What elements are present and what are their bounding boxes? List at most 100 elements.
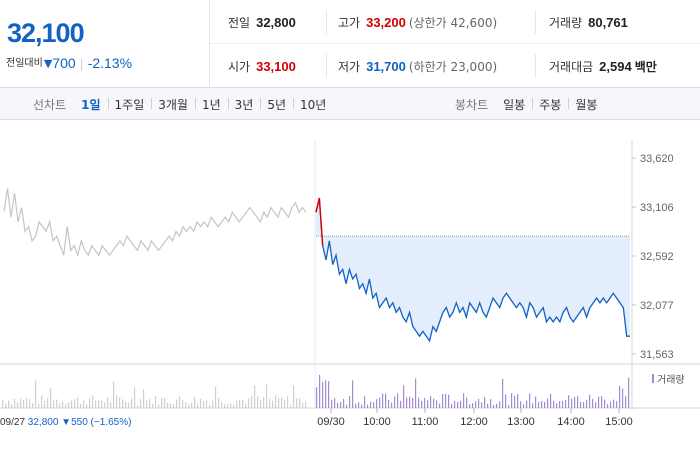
prev-volume-bar (221, 402, 223, 408)
quote-stats: 전일 32,800 고가 33,200 (상한가 42,600) 거래량 80,761 … (210, 0, 700, 88)
prev-volume-bar (86, 404, 88, 408)
down-arrow-icon: ▼ (43, 57, 53, 70)
volume-bar (352, 380, 354, 408)
volume-bar (583, 401, 585, 408)
prev-volume-bar (98, 400, 100, 408)
prev-volume-bar (149, 399, 151, 408)
y-tick-label: 33,620 (640, 153, 674, 165)
period-tab-0[interactable]: 1일 (81, 97, 101, 112)
prev-volume-bar (236, 400, 238, 408)
volume-bar (562, 401, 564, 408)
stat-value: 31,700 (366, 59, 406, 74)
volume-bar (376, 399, 378, 408)
prev-volume-bar (8, 400, 10, 408)
change-line: 전일대비▼700 | -2.13% (6, 54, 132, 72)
prev-volume-bar (71, 400, 73, 408)
y-tick-label: 32,592 (640, 251, 674, 263)
period-tab-1[interactable]: 1주일 (107, 96, 152, 113)
period-tab-3[interactable]: 1년 (194, 96, 228, 113)
volume-bar (604, 399, 606, 408)
volume-bar (355, 403, 357, 408)
stats-row-2: 시가 33,100 저가 31,700 (하한가 23,000) 거래대금 2,594 백… (210, 44, 700, 88)
volume-bar (517, 394, 519, 408)
prev-volume-bar (302, 402, 304, 408)
volume-bar (322, 381, 324, 408)
prev-volume-bar (50, 388, 52, 408)
volume-bar (622, 388, 624, 408)
prev-volume-bar (245, 403, 247, 408)
volume-bar (535, 396, 537, 408)
volume-bar (559, 401, 561, 408)
prev-volume-bar (80, 403, 82, 408)
volume-bar (442, 393, 444, 408)
volume-bar (565, 400, 567, 408)
prev-volume-bar (62, 401, 64, 408)
price-box: 32,100 전일대비▼700 | -2.13% (0, 0, 210, 88)
prev-volume-bar (212, 400, 214, 408)
prev-volume-bar (272, 400, 274, 408)
stat-value: 32,800 (256, 15, 296, 30)
prev-volume-bar (110, 402, 112, 408)
prev-volume-bar (101, 400, 103, 408)
volume-bar (319, 374, 321, 408)
volume-bar (328, 381, 330, 408)
volume-bar (478, 398, 480, 408)
volume-bar (505, 394, 507, 408)
prev-volume-bar (11, 404, 13, 408)
period-tab-5[interactable]: 5년 (260, 96, 293, 113)
divider: | (79, 57, 84, 71)
volume-bar (454, 400, 456, 408)
stat-label: 거래대금 (549, 60, 594, 74)
prev-day-arrow: ▼ (58, 417, 71, 428)
prev-volume-bar (218, 397, 220, 408)
volume-bar (364, 396, 366, 408)
prev-volume-bar (206, 400, 208, 408)
prev-volume-bar (65, 404, 67, 408)
prev-volume-bar (263, 397, 265, 408)
stats-row-1: 전일 32,800 고가 33,200 (상한가 42,600) 거래량 80,761 (210, 0, 700, 44)
prev-volume-bar (275, 395, 277, 408)
prev-volume-bar (89, 398, 91, 408)
volume-bar (592, 399, 594, 408)
volume-bar (343, 398, 345, 408)
volume-bar (472, 403, 474, 408)
prev-volume-bar (269, 398, 271, 408)
prev-volume-bar (266, 384, 268, 408)
volume-bar (430, 396, 432, 408)
period-tab-6[interactable]: 10년 (293, 96, 333, 113)
candle-tab-0[interactable]: 일봉 (503, 97, 526, 112)
stat-value: 33,200 (366, 15, 406, 30)
prev-volume-bar (35, 380, 37, 408)
volume-bar (550, 393, 552, 408)
prev-volume-bar (284, 399, 286, 408)
prev-volume-bar (128, 402, 130, 408)
volume-bar (613, 399, 615, 408)
prev-volume-bar (14, 399, 16, 408)
prev-volume-bar (176, 399, 178, 408)
prev-volume-bar (77, 397, 79, 408)
intraday-chart: 33,620 33,106 32,592 32,077 31,563 거래량 09/30 10… (0, 120, 700, 450)
volume-bar (412, 397, 414, 408)
line-chart-title: 선차트 (33, 97, 67, 112)
volume-bar (523, 404, 525, 408)
candle-tab-2[interactable]: 월봉 (568, 96, 604, 113)
volume-bar (586, 399, 588, 408)
volume-bar (574, 396, 576, 408)
candle-tab-1[interactable]: 주봉 (532, 96, 568, 113)
prev-day-pct: (−1.65%) (88, 417, 132, 428)
prev-volume-bar (119, 397, 121, 408)
candle-chart-group: 봉차트 일봉 주봉 월봉 (455, 88, 604, 120)
period-tab-2[interactable]: 3개월 (151, 96, 195, 113)
volume-bar (508, 404, 510, 408)
prev-volume-bar (296, 398, 298, 408)
volume-bar (544, 401, 546, 408)
x-tick-label: 11:00 (412, 416, 439, 428)
volume-bar (556, 403, 558, 408)
line-chart-group: 선차트 1일 1주일 3개월 1년 3년 5년 10년 (33, 88, 333, 120)
volume-bar (379, 397, 381, 408)
stat-label: 전일 (228, 16, 251, 30)
today-price-line (315, 197, 630, 343)
volume-bar (349, 396, 351, 408)
period-tab-4[interactable]: 3년 (227, 96, 261, 113)
volume-bar (358, 402, 360, 408)
